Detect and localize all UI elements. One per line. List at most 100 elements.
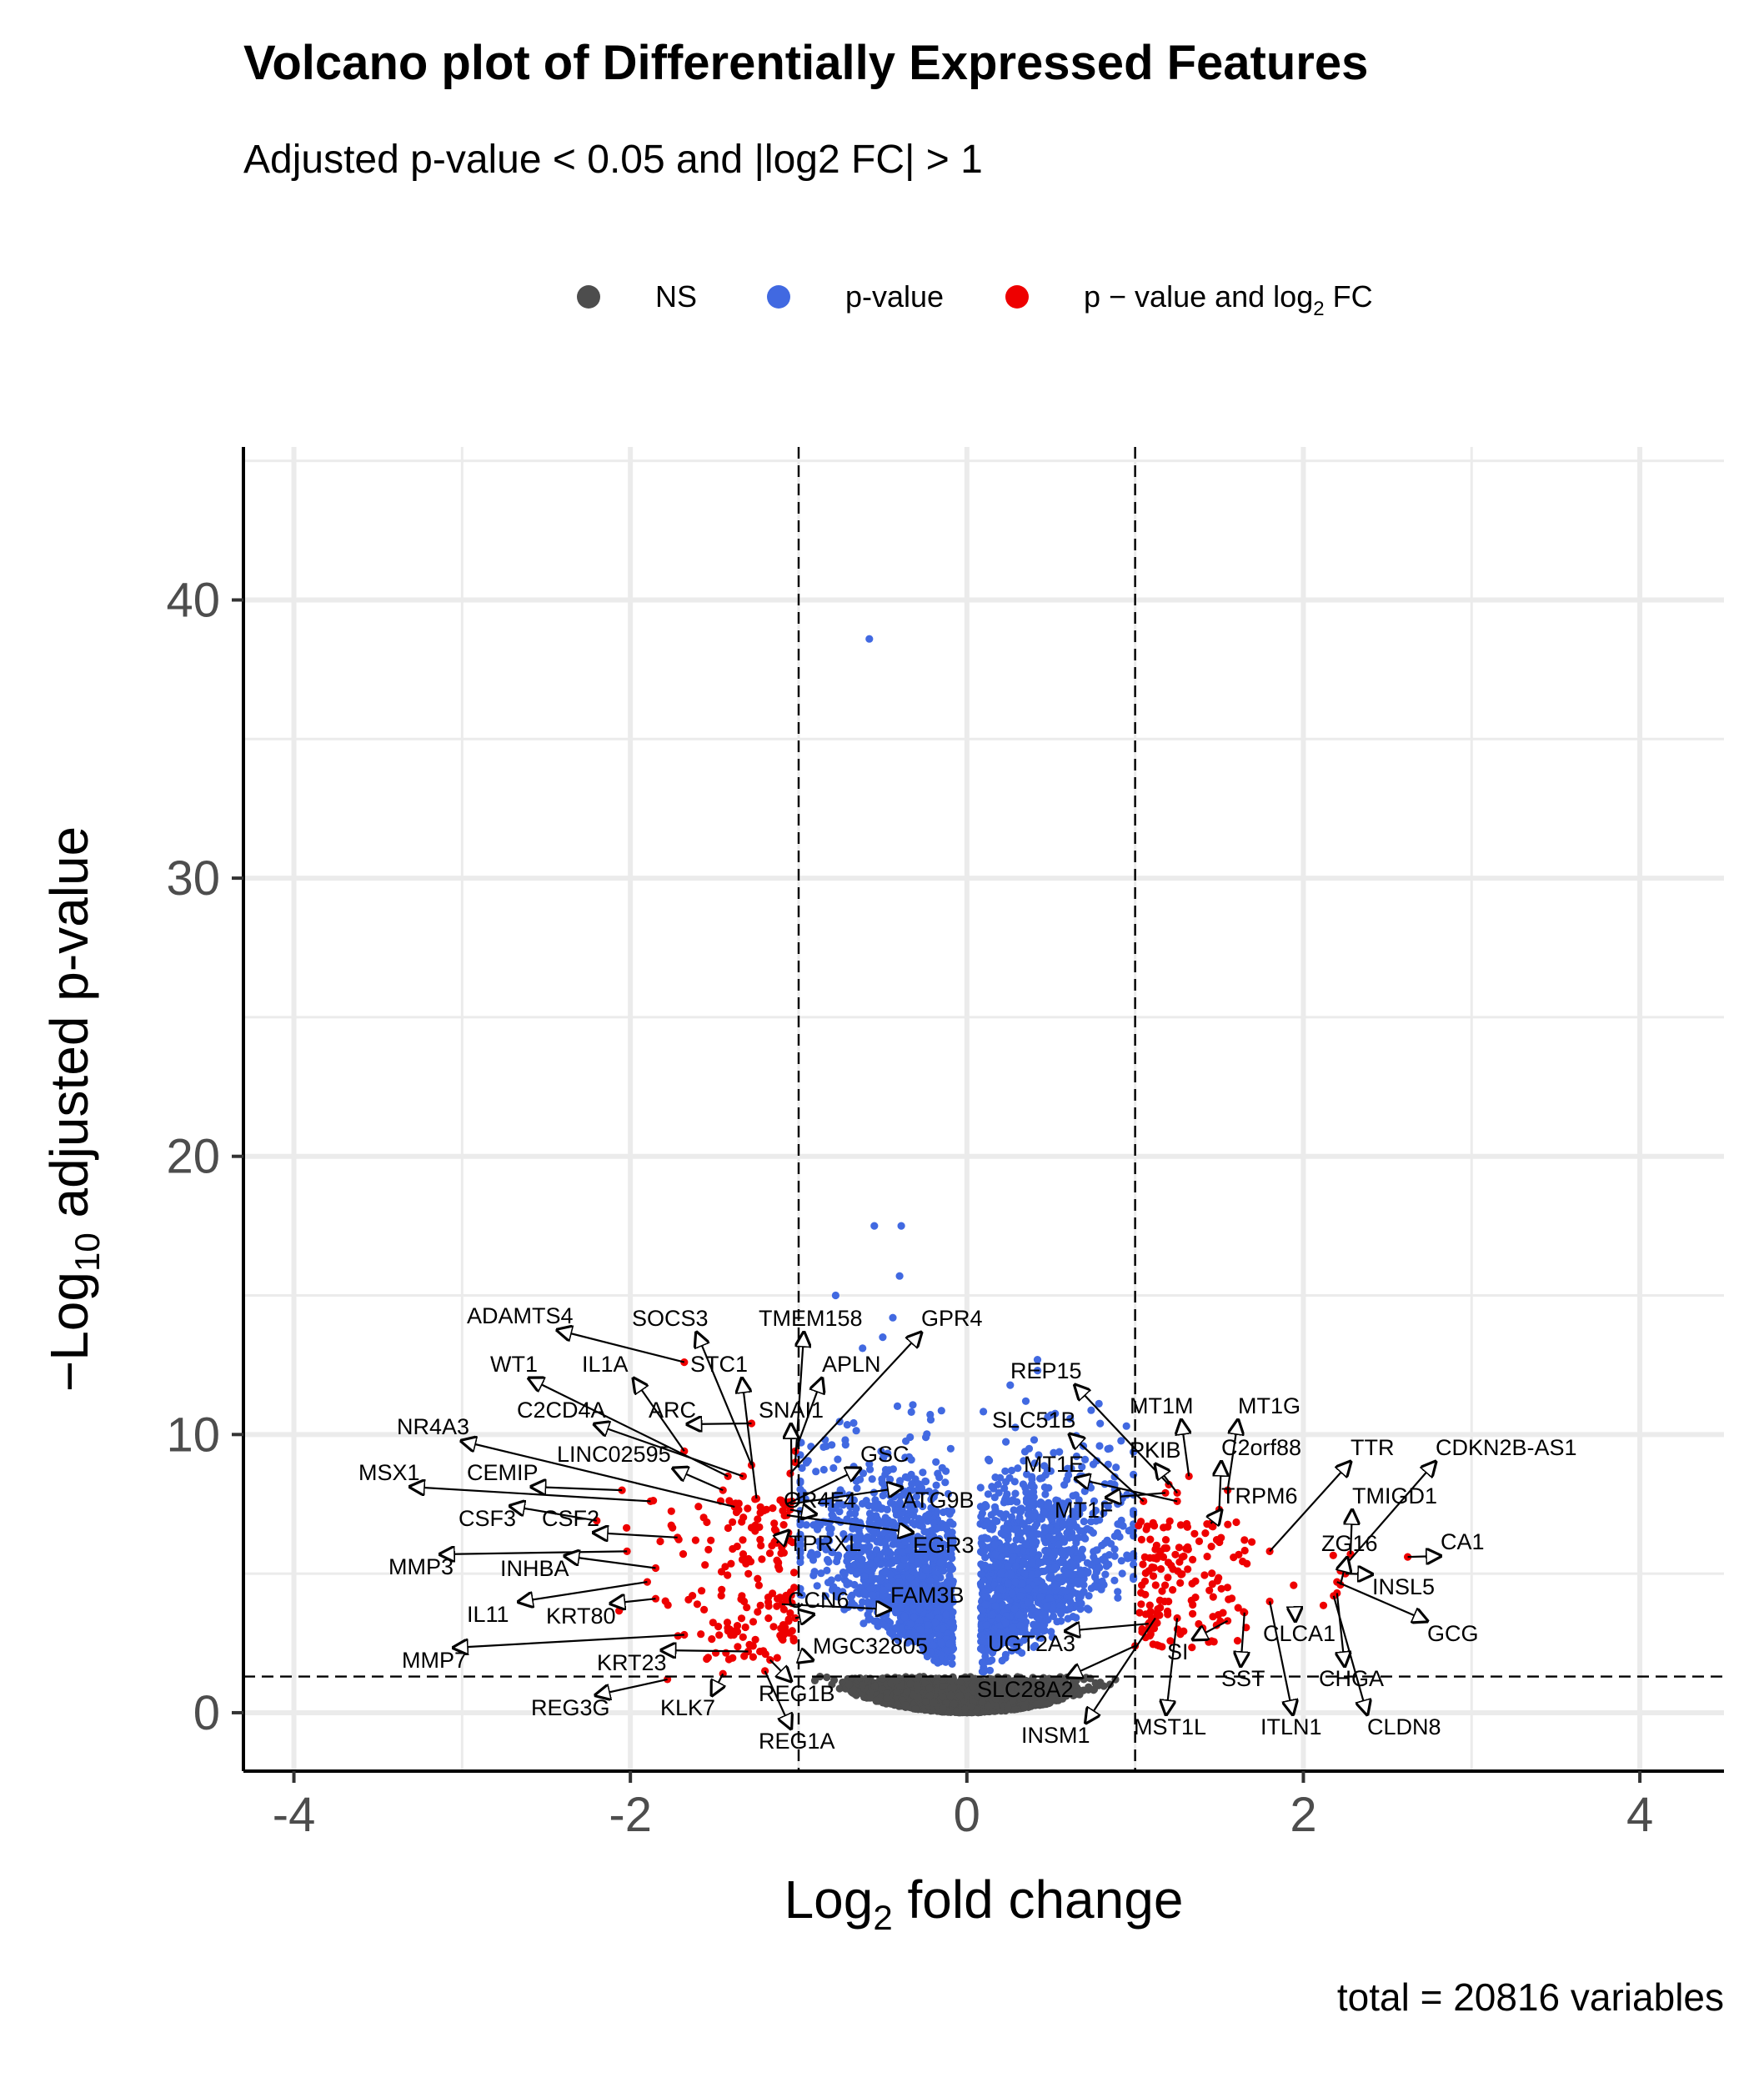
data-point xyxy=(819,1465,828,1474)
data-point xyxy=(948,1659,956,1668)
legend-label: NS xyxy=(655,279,697,314)
data-point xyxy=(916,1625,925,1634)
data-point xyxy=(1035,1500,1044,1508)
data-point xyxy=(849,1463,858,1471)
data-point xyxy=(1077,1599,1085,1608)
data-point xyxy=(1040,1582,1049,1590)
data-point xyxy=(946,1444,955,1453)
data-point xyxy=(1055,1574,1063,1582)
data-point xyxy=(900,1555,909,1563)
data-point xyxy=(876,1560,885,1569)
data-point xyxy=(1065,1569,1073,1578)
data-point xyxy=(1005,1579,1013,1588)
data-point xyxy=(866,1515,874,1523)
legend-item-pfc: p − value and log2 FC xyxy=(1005,279,1373,320)
data-point xyxy=(911,1704,920,1713)
data-point xyxy=(922,1512,930,1520)
data-point xyxy=(939,1704,947,1713)
data-point xyxy=(876,1574,885,1583)
legend-swatch xyxy=(577,285,600,309)
data-point xyxy=(893,1402,902,1410)
data-point xyxy=(868,1475,876,1483)
data-point xyxy=(948,1564,957,1573)
data-point xyxy=(1101,1570,1110,1579)
data-point xyxy=(1112,1463,1120,1472)
legend-swatch xyxy=(767,285,790,309)
data-point xyxy=(858,1681,867,1689)
data-point xyxy=(922,1698,930,1706)
data-point xyxy=(941,1478,950,1487)
data-point xyxy=(852,1427,860,1435)
data-point xyxy=(967,1703,975,1711)
data-point xyxy=(1020,1704,1029,1712)
data-point xyxy=(869,1502,878,1510)
data-point xyxy=(1043,1602,1051,1610)
data-point xyxy=(930,1699,938,1707)
chart-subtitle: Adjusted p-value < 0.05 and |log2 FC| > … xyxy=(243,138,983,182)
data-point xyxy=(935,1473,944,1482)
data-point xyxy=(1002,1478,1010,1486)
data-point xyxy=(998,1656,1006,1665)
data-point xyxy=(1114,1588,1122,1596)
data-point xyxy=(1117,1557,1125,1565)
data-point xyxy=(937,1407,945,1415)
data-point xyxy=(1011,1489,1020,1498)
data-point xyxy=(907,1408,915,1416)
legend-label-main: p − value and log xyxy=(1084,279,1313,314)
data-point xyxy=(1002,1438,1010,1446)
data-point xyxy=(913,1681,921,1689)
data-point xyxy=(1081,1534,1090,1543)
data-point xyxy=(1040,1610,1048,1619)
data-point xyxy=(980,1408,988,1416)
data-point xyxy=(902,1516,911,1524)
data-point xyxy=(1010,1478,1019,1486)
data-point xyxy=(1083,1524,1091,1533)
data-point xyxy=(852,1477,860,1485)
data-point xyxy=(977,1570,985,1579)
chart-title: Volcano plot of Differentially Expressed… xyxy=(243,36,1369,90)
data-point xyxy=(835,1684,844,1693)
data-point xyxy=(1095,1442,1104,1450)
data-point xyxy=(991,1550,1000,1558)
data-point xyxy=(1123,1551,1131,1559)
data-point xyxy=(1019,1519,1027,1528)
data-point xyxy=(1100,1556,1109,1564)
data-point xyxy=(849,1418,858,1428)
data-point xyxy=(1024,1599,1032,1607)
data-point xyxy=(812,1468,820,1476)
data-point xyxy=(1021,1483,1030,1492)
data-point xyxy=(886,1475,895,1483)
data-point xyxy=(878,1475,886,1483)
data-point xyxy=(796,1520,804,1529)
legend-label-main: NS xyxy=(655,279,697,314)
data-point xyxy=(864,1615,873,1624)
data-point xyxy=(886,1498,895,1507)
data-point xyxy=(962,1674,970,1683)
data-point xyxy=(1045,1594,1054,1602)
data-point xyxy=(1098,1577,1106,1585)
data-point xyxy=(1096,1419,1105,1428)
data-point xyxy=(1084,1569,1092,1577)
data-point xyxy=(1100,1682,1108,1690)
data-point xyxy=(1110,1552,1119,1560)
data-point xyxy=(950,1699,959,1708)
data-point xyxy=(945,1572,954,1580)
data-point xyxy=(1063,1528,1071,1537)
data-point xyxy=(1087,1406,1095,1414)
data-point xyxy=(981,1534,990,1543)
data-point xyxy=(796,1477,804,1485)
data-point xyxy=(995,1488,1003,1497)
data-point xyxy=(1077,1589,1085,1598)
data-point xyxy=(990,1503,1000,1511)
data-point xyxy=(1036,1513,1045,1522)
legend-label-rest: FC xyxy=(1325,279,1373,314)
data-point xyxy=(1030,1513,1038,1521)
data-point xyxy=(1004,1562,1012,1570)
data-point xyxy=(1016,1621,1025,1629)
data-point xyxy=(859,1598,867,1606)
data-point xyxy=(893,1700,902,1709)
data-point xyxy=(977,1614,985,1622)
legend-label-subscript: 2 xyxy=(1313,298,1324,320)
data-point xyxy=(919,1468,927,1477)
data-point xyxy=(1047,1572,1055,1580)
